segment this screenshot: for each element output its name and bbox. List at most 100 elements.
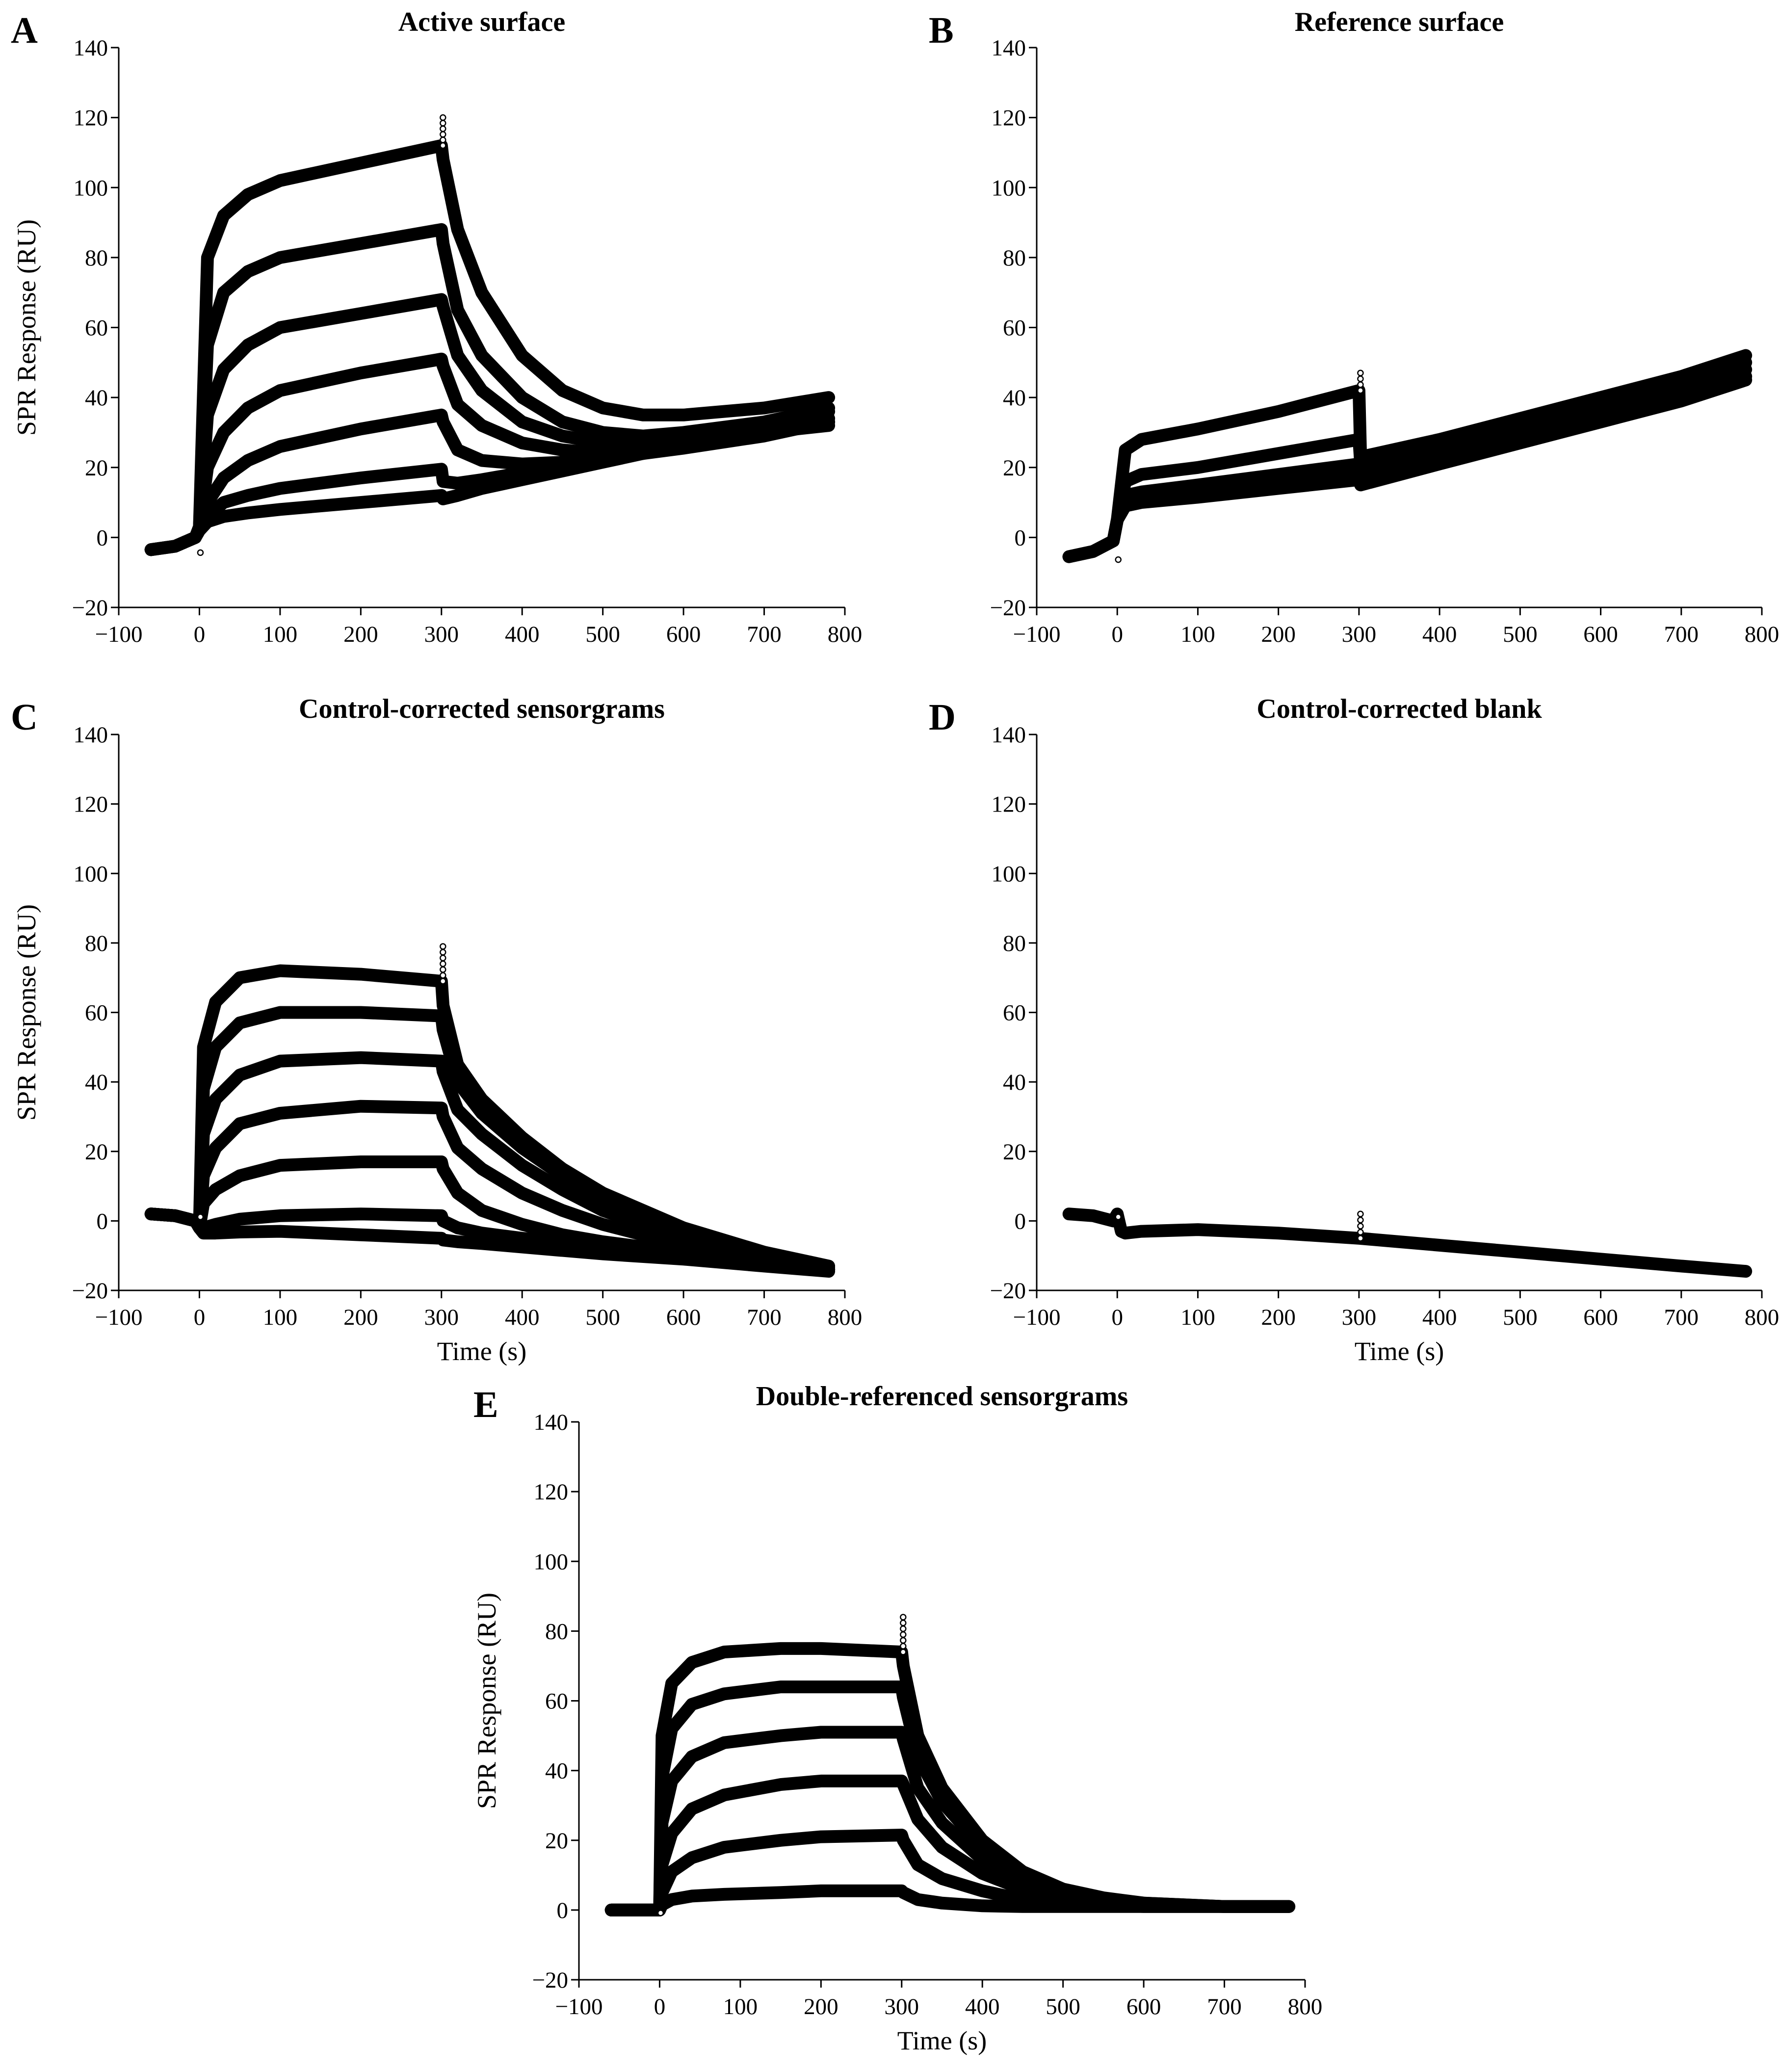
x-axis-label: Time (s) [897, 2026, 987, 2055]
y-tick-label: 40 [545, 1758, 568, 1784]
x-tick-label: 700 [1664, 622, 1699, 647]
dissociation-spike-marker [1357, 369, 1364, 376]
panel-title: Reference surface [1295, 7, 1504, 37]
dissociation-spike-marker [1357, 381, 1364, 388]
y-axis-label: SPR Response (RU) [12, 219, 41, 436]
y-tick-label: 100 [74, 861, 108, 887]
x-tick-label: 0 [1111, 622, 1123, 647]
x-axis-label: Time (s) [1355, 1337, 1444, 1366]
y-tick-label: 40 [85, 1070, 108, 1095]
x-tick-label: −100 [1013, 1305, 1060, 1330]
x-tick-label: 0 [1111, 1305, 1123, 1330]
dissociation-spike-marker [900, 1620, 907, 1626]
x-tick-label: −100 [555, 1994, 602, 2020]
x-tick-label: 500 [585, 1305, 620, 1330]
panel-a: −20 0 20 40 60 80 100 120 140 −100 0 100 200 300 400 50… [11, 7, 862, 647]
x-tick-label: 100 [1180, 622, 1215, 647]
dissociation-spike-marker [900, 1643, 907, 1650]
dissociation-spike-marker [1357, 1235, 1364, 1242]
x-tick-label: 800 [1745, 1305, 1780, 1330]
y-tick-label: −20 [990, 1278, 1026, 1304]
y-tick-label: 0 [1015, 525, 1026, 551]
y-tick-label: 0 [97, 525, 108, 551]
y-tick-label: 140 [74, 35, 108, 61]
dissociation-spike-marker [1357, 1210, 1364, 1217]
dissociation-spike-marker [440, 966, 446, 973]
panel-letter: A [11, 10, 38, 51]
dissociation-spike-marker [1357, 375, 1364, 382]
y-tick-label: 60 [1003, 1000, 1026, 1026]
x-tick-label: 400 [505, 1305, 540, 1330]
x-tick-label: 300 [424, 622, 459, 647]
panel-letter: E [473, 1384, 498, 1425]
dissociation-spike-marker [1357, 1216, 1364, 1224]
panel-c: −20 0 20 40 60 80 100 120 140 −100 0 100 200 300 400 50… [11, 694, 862, 1366]
x-tick-label: 200 [1261, 622, 1296, 647]
panel-letter: D [929, 697, 956, 738]
y-tick-label: 20 [85, 455, 108, 481]
x-tick-label: −100 [1013, 622, 1060, 647]
dissociation-spike-marker [900, 1637, 907, 1644]
series-line-conc-7 [144, 419, 836, 556]
x-tick-label: 500 [1503, 622, 1538, 647]
x-tick-label: 600 [1583, 1305, 1618, 1330]
y-tick-label: 20 [85, 1139, 108, 1165]
y-tick-label: 80 [85, 245, 108, 271]
x-tick-label: 100 [723, 1994, 758, 2020]
x-tick-label: 0 [194, 1305, 206, 1330]
dissociation-spike-marker [440, 125, 446, 132]
y-tick-label: 20 [1003, 455, 1026, 481]
y-tick-label: 40 [85, 385, 108, 411]
panel-d: −20 0 20 40 60 80 100 120 140 −100 0 100 200 300 400 50… [929, 694, 1779, 1366]
y-tick-label: 0 [1015, 1208, 1026, 1234]
x-tick-label: 200 [804, 1994, 838, 2020]
x-tick-label: 300 [424, 1305, 459, 1330]
x-tick-label: 100 [1180, 1305, 1215, 1330]
dissociation-spike-marker [440, 954, 446, 962]
y-tick-label: 140 [74, 722, 108, 748]
dissociation-spike-marker [1357, 1223, 1364, 1230]
dissociation-spike-marker [440, 131, 446, 138]
series-line-conc-1 [604, 1642, 1296, 1916]
y-tick-label: −20 [72, 1278, 108, 1304]
x-axis-label: Time (s) [437, 1337, 527, 1366]
panel-title: Active surface [398, 7, 566, 37]
association-spike-marker [197, 1213, 204, 1220]
x-tick-label: 400 [505, 622, 540, 647]
x-tick-label: 800 [828, 622, 863, 647]
x-tick-label: 700 [747, 1305, 782, 1330]
panel-e: −20 0 20 40 60 80 100 120 140 −100 0 100 200 300 400 50… [472, 1381, 1322, 2055]
y-tick-label: 80 [1003, 245, 1026, 271]
x-tick-label: 300 [1342, 622, 1377, 647]
dissociation-spike-marker [1357, 1229, 1364, 1236]
dissociation-spike-marker [440, 978, 446, 985]
y-axis-label: SPR Response (RU) [12, 904, 41, 1121]
y-tick-label: 0 [97, 1208, 108, 1234]
x-tick-label: 100 [263, 622, 298, 647]
dissociation-spike-marker [1357, 387, 1364, 394]
panel-title: Control-corrected sensorgrams [299, 694, 665, 724]
panel-title: Double-referenced sensorgrams [756, 1381, 1128, 1412]
x-tick-label: 800 [1745, 622, 1780, 647]
x-tick-label: 400 [1422, 622, 1457, 647]
x-tick-label: 400 [1422, 1305, 1457, 1330]
y-tick-label: 60 [85, 315, 108, 341]
x-tick-label: 700 [1207, 1994, 1242, 2020]
y-tick-label: −20 [72, 595, 108, 621]
x-tick-label: 300 [1342, 1305, 1377, 1330]
x-tick-label: 600 [666, 1305, 701, 1330]
dissociation-spike-marker [440, 142, 446, 149]
y-tick-label: 20 [545, 1828, 568, 1854]
series-line-blank [1062, 1207, 1753, 1278]
x-tick-label: 200 [343, 1305, 378, 1330]
dissociation-spike-marker [440, 120, 446, 127]
panel-letter: C [11, 697, 38, 738]
series-line-conc-7 [144, 1207, 836, 1278]
x-tick-label: 800 [1288, 1994, 1323, 2020]
y-tick-label: 60 [85, 1000, 108, 1026]
x-tick-label: 100 [263, 1305, 298, 1330]
y-tick-label: 100 [992, 861, 1026, 887]
y-axis-label: SPR Response (RU) [472, 1593, 501, 1809]
y-tick-label: 80 [85, 931, 108, 956]
y-tick-label: 20 [1003, 1139, 1026, 1165]
